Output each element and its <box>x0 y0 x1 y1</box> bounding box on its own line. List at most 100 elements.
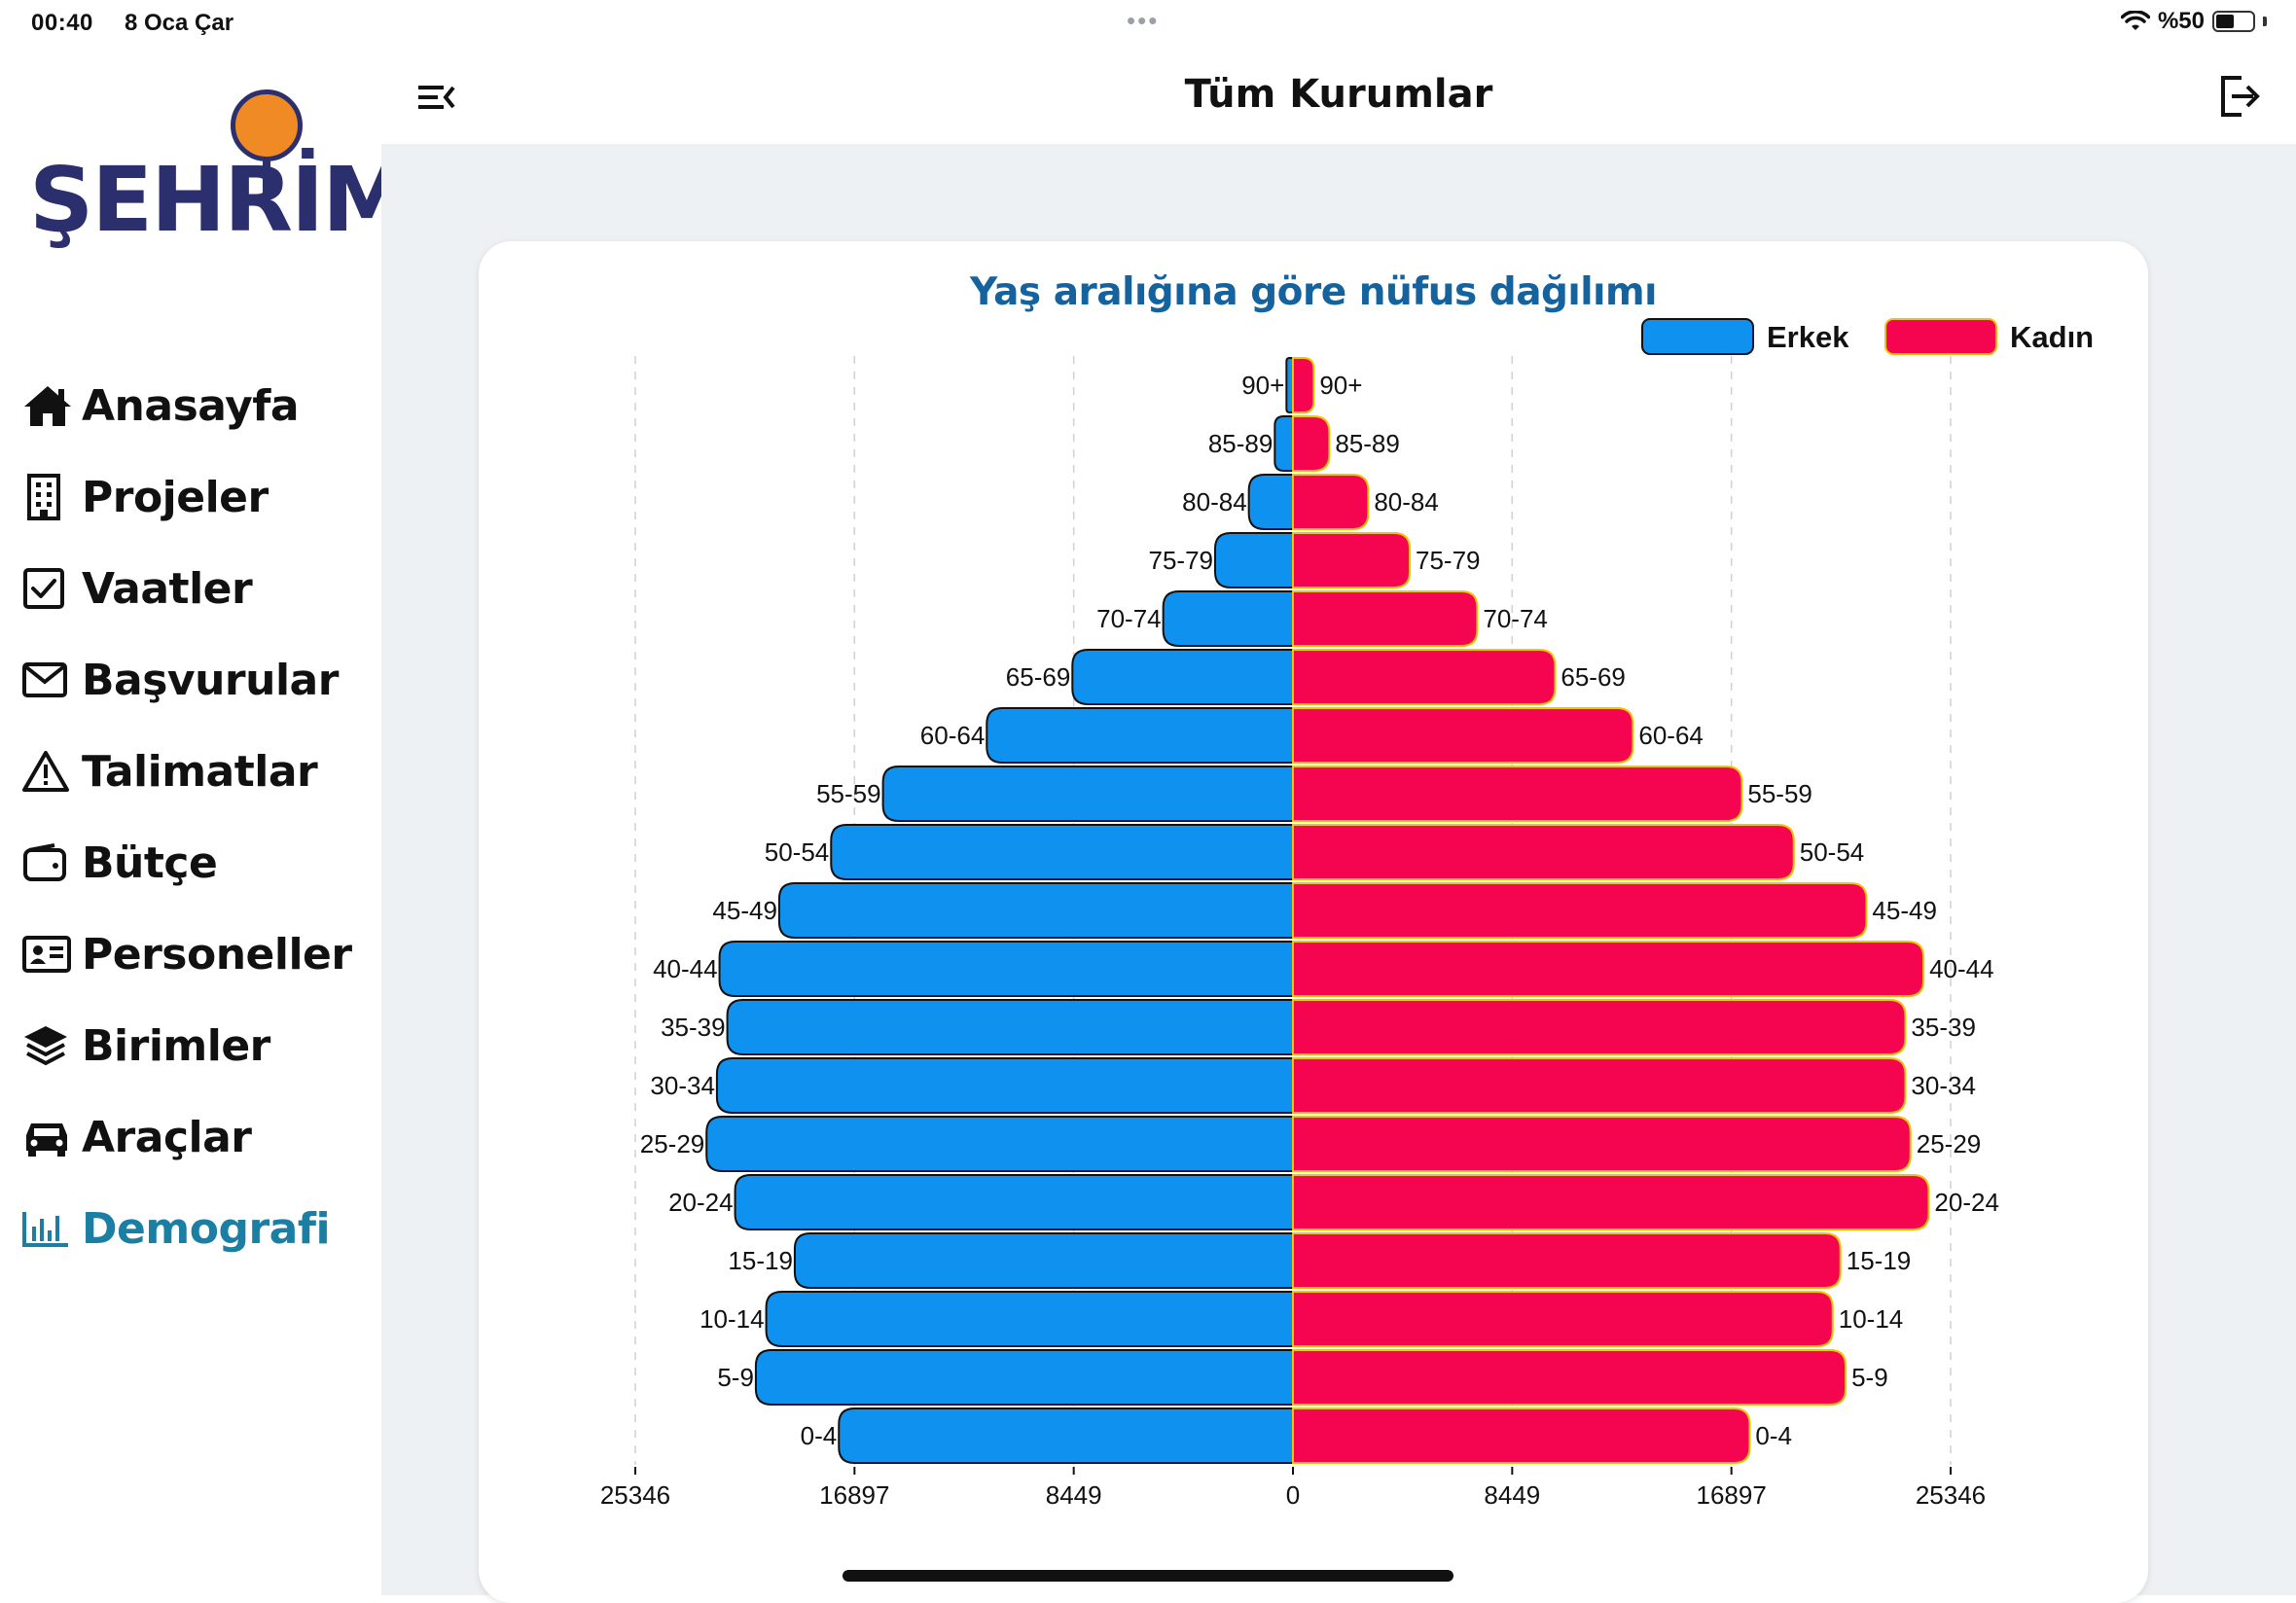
bar-label-kadin: 5-9 <box>1851 1363 1888 1392</box>
bar-label-kadin: 20-24 <box>1934 1188 1999 1217</box>
bar-label-kadin: 35-39 <box>1911 1013 1976 1042</box>
car-icon <box>21 1113 82 1161</box>
legend-erkek-label: Erkek <box>1767 320 1849 354</box>
bar-erkek <box>1071 649 1294 705</box>
sidebar-item-personeller[interactable]: Personeller <box>21 908 372 1000</box>
logo-stem <box>263 158 270 193</box>
bar-kadin <box>1292 1174 1930 1230</box>
bar-erkek <box>726 999 1294 1055</box>
battery-level <box>2216 15 2234 28</box>
bar-chart-icon <box>21 1204 82 1253</box>
bar-kadin <box>1292 649 1557 705</box>
sidebar-item-birimler[interactable]: Birimler <box>21 1000 372 1091</box>
bar-kadin <box>1292 1407 1751 1464</box>
bar-label-erkek: 75-79 <box>1148 546 1213 575</box>
sidebar-item-label: Bütçe <box>82 837 218 888</box>
bar-label-kadin: 45-49 <box>1872 896 1937 925</box>
bar-label-erkek: 60-64 <box>920 721 986 750</box>
bar-erkek <box>830 824 1294 880</box>
bar-kadin <box>1292 357 1315 413</box>
sidebar-item-butce[interactable]: Bütçe <box>21 817 372 908</box>
bar-label-kadin: 85-89 <box>1335 429 1400 458</box>
bar-erkek <box>1285 357 1294 413</box>
bar-erkek <box>705 1116 1294 1172</box>
x-tick-label: 8449 <box>1046 1480 1102 1510</box>
sidebar-item-projeler[interactable]: Projeler <box>21 451 372 543</box>
bar-label-erkek: 15-19 <box>728 1246 793 1275</box>
bar-erkek <box>838 1407 1294 1464</box>
logout-icon <box>2221 76 2260 117</box>
bar-erkek <box>765 1291 1294 1347</box>
topbar: Tüm Kurumlar <box>381 49 2296 144</box>
layers-icon <box>21 1021 82 1070</box>
sidebar-item-label: Vaatler <box>82 563 253 614</box>
bar-kadin <box>1292 882 1868 939</box>
x-tick-label: 25346 <box>600 1480 670 1510</box>
bar-label-kadin: 80-84 <box>1374 487 1439 517</box>
battery-percent: %50 <box>2157 8 2205 34</box>
sidebar-nav: Anasayfa Projeler Vaatler Başvurular Tal… <box>21 360 372 1274</box>
sidebar-item-label: Personeller <box>82 929 352 980</box>
sidebar-item-araclar[interactable]: Araçlar <box>21 1091 372 1183</box>
status-bar: 00:40 8 Oca Çar ••• %50 <box>0 0 2296 49</box>
bar-label-erkek: 40-44 <box>653 954 718 983</box>
battery-icon <box>2212 11 2255 32</box>
bar-kadin <box>1292 766 1743 822</box>
bar-kadin <box>1292 941 1925 997</box>
bar-kadin <box>1292 532 1412 588</box>
bar-label-kadin: 40-44 <box>1929 954 1994 983</box>
legend-erkek-swatch <box>1641 318 1754 355</box>
bar-label-erkek: 50-54 <box>765 837 830 867</box>
sidebar-item-demografi[interactable]: Demografi <box>21 1183 372 1274</box>
sidebar-item-label: Anasayfa <box>82 380 300 431</box>
home-indicator[interactable] <box>843 1570 1453 1582</box>
bar-erkek <box>1213 532 1294 588</box>
status-indicators: %50 <box>2120 8 2267 35</box>
bar-erkek <box>1247 474 1294 530</box>
bar-label-erkek: 90+ <box>1241 371 1284 400</box>
bar-kadin <box>1292 474 1370 530</box>
menu-collapse-button[interactable] <box>416 80 457 115</box>
page-title: Tüm Kurumlar <box>1184 72 1493 117</box>
sidebar-item-talimatlar[interactable]: Talimatlar <box>21 726 372 817</box>
bar-label-kadin: 75-79 <box>1416 546 1481 575</box>
bar-label-erkek: 85-89 <box>1208 429 1274 458</box>
bar-kadin <box>1292 999 1907 1055</box>
bar-label-erkek: 30-34 <box>650 1071 715 1100</box>
sidebar: ŞEHRİM Anasayfa Projeler Vaatler Başvuru… <box>0 49 412 1595</box>
bar-label-erkek: 80-84 <box>1182 487 1247 517</box>
chart-title: Yaş aralığına göre nüfus dağılımı <box>969 270 1658 314</box>
bar-label-kadin: 0-4 <box>1755 1421 1792 1450</box>
envelope-icon <box>21 656 82 704</box>
status-date: 8 Oca Çar <box>125 10 234 36</box>
logout-button[interactable] <box>2218 74 2261 119</box>
legend-kadin-swatch <box>1884 318 1997 355</box>
bar-label-erkek: 70-74 <box>1096 604 1162 633</box>
bar-label-kadin: 65-69 <box>1561 662 1626 692</box>
bar-label-erkek: 20-24 <box>668 1188 734 1217</box>
bar-label-kadin: 25-29 <box>1917 1129 1982 1158</box>
multitasking-dots-icon[interactable]: ••• <box>1127 6 1160 35</box>
bar-kadin <box>1292 1291 1834 1347</box>
bar-label-kadin: 50-54 <box>1800 837 1865 867</box>
battery-tip <box>2263 17 2267 26</box>
bar-label-erkek: 10-14 <box>700 1304 765 1334</box>
logo[interactable]: ŞEHRİM <box>29 89 412 252</box>
bar-erkek <box>718 941 1294 997</box>
bar-erkek <box>754 1349 1294 1406</box>
bar-kadin <box>1292 707 1634 764</box>
bar-label-kadin: 60-64 <box>1638 721 1704 750</box>
sidebar-item-vaatler[interactable]: Vaatler <box>21 543 372 634</box>
bar-erkek <box>715 1057 1294 1114</box>
bar-kadin <box>1292 590 1479 647</box>
wifi-icon <box>2120 11 2150 30</box>
menu-collapse-icon <box>418 86 455 109</box>
sidebar-item-basvurular[interactable]: Başvurular <box>21 634 372 726</box>
legend-kadin-label: Kadın <box>2010 320 2094 354</box>
bar-label-kadin: 55-59 <box>1747 779 1812 808</box>
sidebar-item-anasayfa[interactable]: Anasayfa <box>21 360 372 451</box>
bar-erkek <box>881 766 1294 822</box>
sidebar-item-label: Birimler <box>82 1020 270 1071</box>
bar-erkek <box>986 707 1294 764</box>
